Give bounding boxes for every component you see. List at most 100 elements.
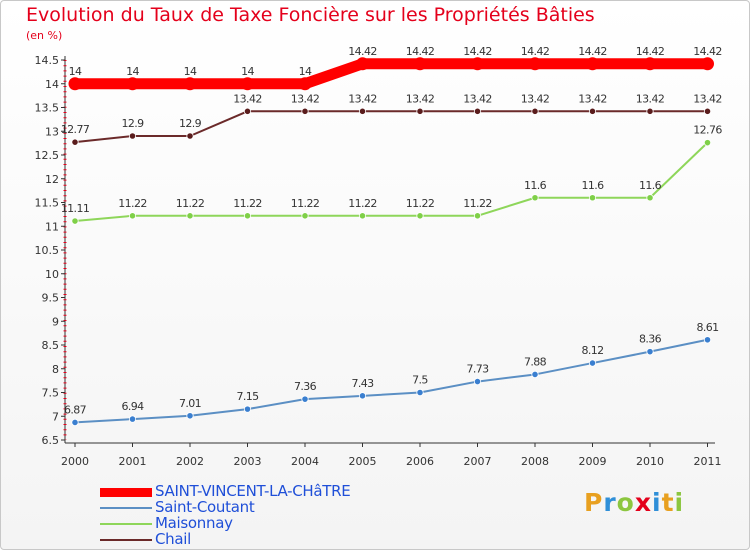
x-tick-label: 2008 — [521, 455, 549, 468]
data-point — [128, 132, 137, 140]
y-tick-label: 11.5 — [35, 197, 60, 210]
x-tick-label: 2007 — [464, 455, 492, 468]
data-point — [243, 107, 252, 115]
data-point — [416, 107, 424, 115]
x-tick-label: 2001 — [119, 455, 147, 468]
data-point — [471, 57, 484, 71]
chart-plot-area: 6.87 6.94 7.01 7.15 7.36 7.43 7.5 7.73 7.88 8.12 8… — [61, 45, 723, 427]
data-point — [531, 107, 539, 115]
chart-title: Evolution du Taux de Taxe Foncière sur l… — [26, 4, 595, 26]
data-point — [473, 212, 482, 220]
logo-letter: x — [634, 488, 652, 517]
data-label: 13.42 — [693, 92, 722, 105]
data-label: 13.42 — [521, 92, 550, 105]
x-tick-label: 2006 — [406, 455, 434, 468]
data-label: 6.87 — [64, 403, 87, 416]
data-label: 13.42 — [636, 92, 665, 105]
data-point — [358, 107, 367, 115]
data-label: 14.42 — [521, 45, 550, 58]
series-line — [74, 141, 709, 223]
data-point — [128, 415, 137, 423]
chart-axes: 6.577.588.599.51010.51111.51212.51313.51… — [35, 54, 722, 468]
data-label: 14.42 — [636, 45, 665, 58]
x-tick-label: 2004 — [291, 455, 319, 468]
data-point — [186, 412, 194, 420]
legend-swatch — [100, 487, 152, 497]
legend-swatch — [100, 539, 152, 541]
data-label: 11.11 — [61, 202, 90, 215]
data-label: 7.88 — [524, 355, 547, 368]
data-point — [358, 392, 367, 400]
data-point — [126, 77, 139, 91]
data-point — [301, 212, 309, 220]
data-point — [71, 217, 79, 225]
data-point — [186, 212, 194, 220]
y-tick-label: 8.5 — [42, 339, 60, 352]
data-label: 7.5 — [412, 374, 428, 387]
data-label: 14.42 — [578, 45, 607, 58]
data-label: 13.42 — [578, 92, 607, 105]
data-point — [128, 212, 137, 220]
y-tick-label: 14 — [45, 78, 59, 91]
data-label: 11.6 — [639, 179, 662, 192]
data-label: 12.77 — [61, 123, 90, 136]
legend-label: Saint-Coutant — [155, 498, 255, 516]
series-line — [74, 110, 709, 144]
data-label: 13.42 — [406, 92, 435, 105]
data-label: 6.94 — [121, 400, 144, 413]
data-label: 8.12 — [581, 344, 603, 357]
data-point — [241, 77, 254, 91]
legend-label: Chail — [155, 530, 192, 548]
data-label: 14 — [241, 65, 254, 78]
data-point — [71, 138, 79, 146]
x-tick-label: 2010 — [636, 455, 664, 468]
y-tick-label: 11 — [45, 220, 59, 233]
data-label: 14 — [69, 65, 82, 78]
data-point — [413, 57, 427, 71]
logo-letter: i — [652, 488, 662, 517]
x-tick-label: 2003 — [234, 455, 262, 468]
data-point — [298, 77, 312, 91]
y-tick-label: 12 — [45, 173, 59, 186]
x-tick-label: 2000 — [61, 455, 89, 468]
data-label: 13.42 — [291, 92, 320, 105]
data-label: 7.43 — [351, 377, 374, 390]
data-point — [588, 359, 597, 367]
data-label: 14.42 — [463, 45, 492, 58]
logo-letter: t — [661, 488, 675, 517]
data-point — [586, 57, 599, 71]
data-label: 11.6 — [524, 179, 547, 192]
data-label: 14.42 — [348, 45, 377, 58]
data-label: 7.73 — [466, 363, 489, 376]
y-tick-label: 7 — [52, 410, 59, 423]
data-point — [301, 395, 309, 403]
data-label: 13.42 — [463, 92, 492, 105]
y-tick-label: 7.5 — [42, 387, 60, 400]
data-point — [588, 194, 597, 202]
data-point — [416, 388, 424, 397]
logo-letter: P — [584, 488, 604, 517]
data-label: 13.42 — [233, 92, 262, 105]
data-label: 7.15 — [236, 390, 259, 403]
y-tick-label: 13.5 — [35, 102, 60, 115]
data-point — [528, 57, 542, 71]
x-tick-label: 2005 — [349, 455, 377, 468]
y-tick-label: 12.5 — [35, 149, 60, 162]
data-label: 11.22 — [463, 197, 492, 210]
data-point — [68, 77, 82, 91]
data-label: 8.61 — [696, 321, 718, 334]
data-point — [183, 77, 197, 91]
y-tick-label: 13 — [45, 125, 59, 138]
data-label: 11.22 — [118, 197, 147, 210]
series-line — [74, 338, 709, 424]
y-tick-label: 10.5 — [35, 244, 60, 257]
legend-swatch — [100, 507, 152, 509]
x-tick-label: 2011 — [694, 455, 722, 468]
x-tick-label: 2002 — [176, 455, 204, 468]
data-point — [243, 405, 252, 413]
data-label: 14 — [299, 65, 312, 78]
data-point — [588, 107, 597, 115]
data-point — [301, 107, 309, 115]
logo-letter: i — [674, 488, 685, 517]
